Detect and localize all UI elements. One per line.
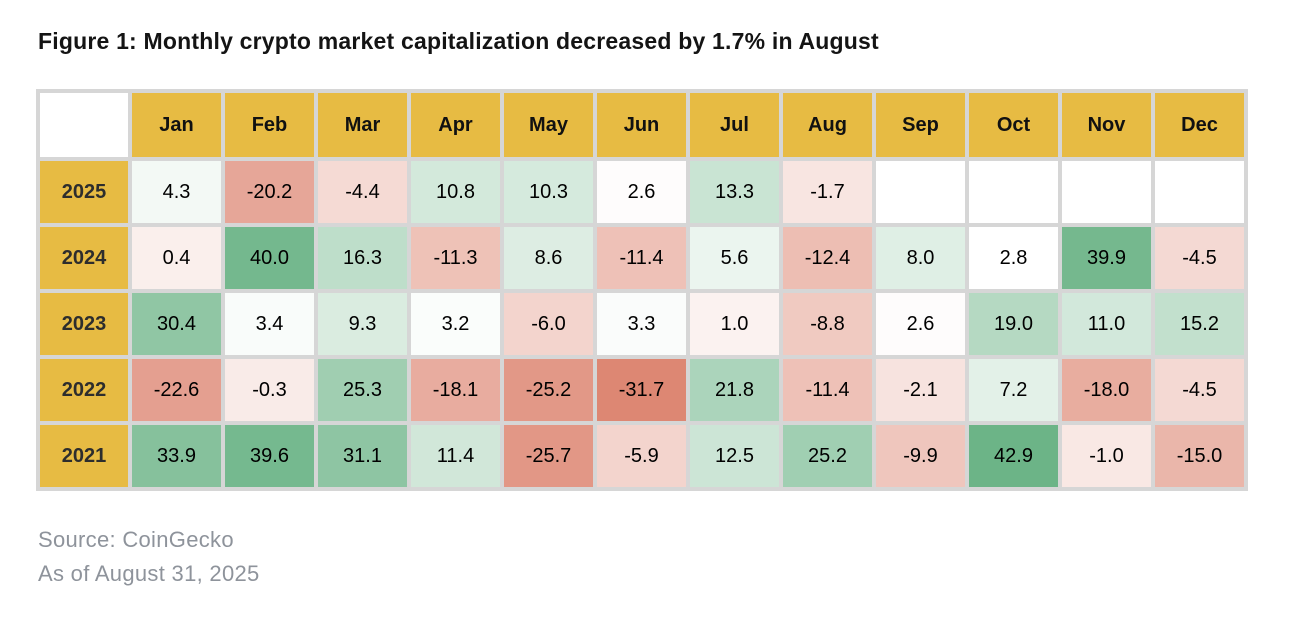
heatmap-cell-2025-jan: 4.3	[132, 161, 221, 223]
heatmap-cell-2024-dec: -4.5	[1155, 227, 1244, 289]
heatmap-cell-2022-dec: -4.5	[1155, 359, 1244, 421]
heatmap-cell-2021-jun: -5.9	[597, 425, 686, 487]
heatmap-cell-2025-jun: 2.6	[597, 161, 686, 223]
month-header-dec: Dec	[1155, 93, 1244, 157]
heatmap-cell-2023-aug: -8.8	[783, 293, 872, 355]
heatmap-cell-2022-may: -25.2	[504, 359, 593, 421]
month-header-jan: Jan	[132, 93, 221, 157]
heatmap-cell-2021-may: -25.7	[504, 425, 593, 487]
heatmap-cell-2025-may: 10.3	[504, 161, 593, 223]
month-header-aug: Aug	[783, 93, 872, 157]
heatmap-cell-2023-apr: 3.2	[411, 293, 500, 355]
heatmap-cell-2024-oct: 2.8	[969, 227, 1058, 289]
heatmap-table: Jan Feb Mar Apr May Jun Jul Aug Sep Oct Nov Dec 202…	[36, 89, 1248, 491]
heatmap-cell-2023-oct: 19.0	[969, 293, 1058, 355]
as-of-note: As of August 31, 2025	[38, 561, 260, 587]
month-header-row: Jan Feb Mar Apr May Jun Jul Aug Sep Oct Nov Dec	[40, 93, 1244, 157]
heatmap-cell-2022-jun: -31.7	[597, 359, 686, 421]
month-header-feb: Feb	[225, 93, 314, 157]
heatmap-cell-2025-nov	[1062, 161, 1151, 223]
heatmap-cell-2023-dec: 15.2	[1155, 293, 1244, 355]
heatmap-cell-2021-oct: 42.9	[969, 425, 1058, 487]
figure-footer: Source: CoinGecko As of August 31, 2025	[38, 523, 1256, 591]
year-header-2024: 2024	[40, 227, 128, 289]
corner-cell	[40, 93, 128, 157]
heatmap-cell-2022-feb: -0.3	[225, 359, 314, 421]
heatmap-cell-2023-feb: 3.4	[225, 293, 314, 355]
figure-title: Figure 1: Monthly crypto market capitali…	[38, 28, 879, 54]
heatmap-cell-2025-mar: -4.4	[318, 161, 407, 223]
heatmap-cell-2021-jul: 12.5	[690, 425, 779, 487]
heatmap-cell-2024-apr: -11.3	[411, 227, 500, 289]
heatmap-cell-2025-apr: 10.8	[411, 161, 500, 223]
heatmap-cell-2022-apr: -18.1	[411, 359, 500, 421]
heatmap-cell-2022-jan: -22.6	[132, 359, 221, 421]
heatmap-cell-2022-mar: 25.3	[318, 359, 407, 421]
heatmap-cell-2021-jan: 33.9	[132, 425, 221, 487]
month-header-apr: Apr	[411, 93, 500, 157]
heatmap-cell-2024-jun: -11.4	[597, 227, 686, 289]
heatmap-cell-2022-aug: -11.4	[783, 359, 872, 421]
heatmap-cell-2024-jul: 5.6	[690, 227, 779, 289]
heatmap-row-2023: 2023 30.4 3.4 9.3 3.2 -6.0 3.3 1.0 -8.8 2.6 19.0 11…	[40, 293, 1244, 355]
heatmap-cell-2022-oct: 7.2	[969, 359, 1058, 421]
year-header-2022: 2022	[40, 359, 128, 421]
heatmap-cell-2025-feb: -20.2	[225, 161, 314, 223]
figure-container: Figure 1: Monthly crypto market capitali…	[36, 28, 1256, 591]
heatmap-cell-2023-may: -6.0	[504, 293, 593, 355]
heatmap-cell-2024-mar: 16.3	[318, 227, 407, 289]
heatmap-cell-2024-feb: 40.0	[225, 227, 314, 289]
heatmap-cell-2022-sep: -2.1	[876, 359, 965, 421]
heatmap-cell-2023-sep: 2.6	[876, 293, 965, 355]
heatmap-cell-2021-sep: -9.9	[876, 425, 965, 487]
heatmap-cell-2021-aug: 25.2	[783, 425, 872, 487]
heatmap-cell-2023-jan: 30.4	[132, 293, 221, 355]
heatmap-cell-2021-apr: 11.4	[411, 425, 500, 487]
heatmap-cell-2021-nov: -1.0	[1062, 425, 1151, 487]
heatmap-row-2021: 2021 33.9 39.6 31.1 11.4 -25.7 -5.9 12.5 25.2 -9.…	[40, 425, 1244, 487]
month-header-jul: Jul	[690, 93, 779, 157]
heatmap-cell-2021-feb: 39.6	[225, 425, 314, 487]
heatmap-cell-2023-mar: 9.3	[318, 293, 407, 355]
heatmap-cell-2022-jul: 21.8	[690, 359, 779, 421]
year-header-2023: 2023	[40, 293, 128, 355]
month-header-may: May	[504, 93, 593, 157]
heatmap-cell-2025-jul: 13.3	[690, 161, 779, 223]
heatmap-cell-2024-jan: 0.4	[132, 227, 221, 289]
heatmap-row-2024: 2024 0.4 40.0 16.3 -11.3 8.6 -11.4 5.6 -12.4 8.0 2…	[40, 227, 1244, 289]
heatmap-cell-2025-oct	[969, 161, 1058, 223]
month-header-nov: Nov	[1062, 93, 1151, 157]
year-header-2025: 2025	[40, 161, 128, 223]
heatmap-cell-2025-aug: -1.7	[783, 161, 872, 223]
month-header-oct: Oct	[969, 93, 1058, 157]
month-header-mar: Mar	[318, 93, 407, 157]
year-header-2021: 2021	[40, 425, 128, 487]
heatmap-row-2025: 2025 4.3 -20.2 -4.4 10.8 10.3 2.6 13.3 -1.7	[40, 161, 1244, 223]
heatmap-cell-2021-dec: -15.0	[1155, 425, 1244, 487]
heatmap-cell-2022-nov: -18.0	[1062, 359, 1151, 421]
heatmap-cell-2024-sep: 8.0	[876, 227, 965, 289]
month-header-jun: Jun	[597, 93, 686, 157]
heatmap-cell-2025-sep	[876, 161, 965, 223]
heatmap-cell-2024-may: 8.6	[504, 227, 593, 289]
heatmap-cell-2023-nov: 11.0	[1062, 293, 1151, 355]
source-note: Source: CoinGecko	[38, 527, 234, 552]
heatmap-cell-2025-dec	[1155, 161, 1244, 223]
heatmap-cell-2023-jul: 1.0	[690, 293, 779, 355]
heatmap-cell-2024-nov: 39.9	[1062, 227, 1151, 289]
month-header-sep: Sep	[876, 93, 965, 157]
heatmap-cell-2021-mar: 31.1	[318, 425, 407, 487]
heatmap-body: 2025 4.3 -20.2 -4.4 10.8 10.3 2.6 13.3 -1.7 2024 0…	[40, 161, 1244, 487]
heatmap-cell-2023-jun: 3.3	[597, 293, 686, 355]
heatmap-row-2022: 2022 -22.6 -0.3 25.3 -18.1 -25.2 -31.7 21.8 -11.…	[40, 359, 1244, 421]
heatmap-cell-2024-aug: -12.4	[783, 227, 872, 289]
